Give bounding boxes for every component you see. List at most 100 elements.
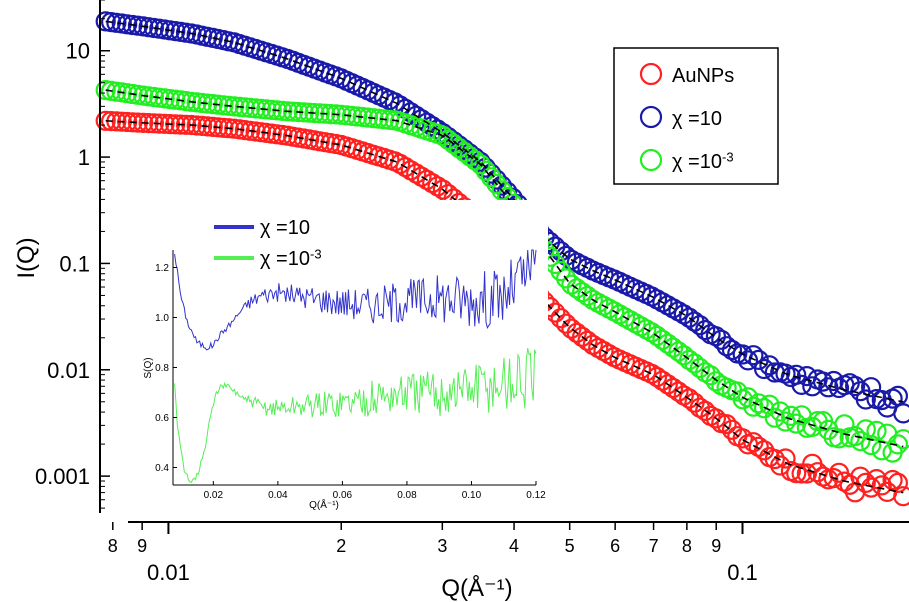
data-point [893,403,909,424]
inset-x-tick-label: 0.12 [526,490,546,501]
data-point [823,370,844,392]
x-minor-tick-label: 8 [108,536,118,556]
inset-y-axis-title: S(Q) [143,357,154,378]
x-axis-title: Q(Å⁻¹) [441,574,512,602]
inset-y-tick-label: 0.8 [155,363,169,374]
x-minor-tick-label: 6 [610,536,620,556]
y-tick-label: 0.001 [35,464,90,489]
data-point [470,154,491,175]
data-point [202,116,223,138]
x-minor-tick-label: 4 [509,536,519,556]
y-tick-label: 0.01 [47,358,90,383]
data-point [748,436,769,457]
data-point [893,486,909,507]
data-point [887,472,909,493]
data-point [652,370,673,391]
inset-axes: 0.4 0.6 0.8 1.0 1.2 0.02 0.04 0.06 0.08 0.10 0.12 S… [143,250,546,511]
data-point [465,150,486,171]
data-point [855,389,876,410]
data-point [641,322,662,343]
data-point [561,274,582,295]
data-point [406,163,427,184]
data-point [689,357,711,379]
main-legend: AuNPs χ =10 χ =10-3 [613,47,779,185]
inset-y-tick-label: 1.0 [155,313,169,324]
data-point [577,285,598,307]
main-series-group [95,11,909,507]
inset-background [128,200,548,520]
data-point [893,429,909,450]
data-point [743,396,764,417]
data-point [850,431,871,452]
series-0 [95,110,909,507]
inset-legend-label: χ =10 [260,217,310,239]
inset-series-0 [174,249,537,351]
data-point [646,366,668,388]
data-point [860,377,882,398]
data-point [395,157,416,178]
data-point [748,393,769,414]
legend-label: AuNPs [672,65,734,87]
data-point [721,339,743,361]
data-point [764,449,785,470]
series-2 [95,79,909,463]
data-point [796,463,818,484]
data-point [764,407,785,428]
inset-legend: χ =10 χ =10-3 [214,217,322,270]
data-point [737,350,759,371]
data-point [866,469,887,490]
data-point [481,167,502,188]
x-minor-tick-label: 5 [565,536,575,556]
data-point [705,371,727,392]
data-point [844,375,866,397]
data-point [775,363,796,384]
data-point [641,363,662,384]
x-minor-tick-label: 2 [336,536,346,556]
data-point [486,173,507,194]
data-point [818,377,839,398]
legend-marker [639,105,663,129]
data-point [802,376,823,397]
x-minor-tick-label: 3 [437,536,447,556]
y-axis-title: I(Q) [13,237,40,278]
data-point [871,475,892,496]
data-point [700,365,721,386]
inset-y-tick-label: 0.4 [155,463,169,474]
x-major-tick-label: 0.1 [727,560,758,585]
data-point [673,304,694,325]
data-point [770,455,791,476]
y-tick-label: 0.1 [59,251,90,276]
y-tick-label: 1 [78,145,90,170]
inset-x-tick-label: 0.10 [462,490,482,501]
data-point [662,377,684,399]
legend-marker [639,62,663,86]
data-point [711,329,732,350]
legend-marker [639,148,663,172]
x-major-tick-label: 0.01 [147,560,190,585]
fit-line [105,20,904,403]
inset-x-tick-label: 0.04 [268,490,288,501]
data-point [866,420,887,441]
data-point [716,414,737,435]
fit-line [105,89,904,448]
data-point [860,435,882,456]
data-point [887,434,909,455]
inset-series-group [174,249,537,484]
data-point [753,358,775,380]
inset-plot: 0.4 0.6 0.8 1.0 1.2 0.02 0.04 0.06 0.08 0.10 0.12 S… [128,200,548,520]
data-point [555,268,577,289]
inset-x-tick-label: 0.02 [204,490,224,501]
data-point [695,320,716,341]
inset-x-tick-label: 0.06 [333,490,353,501]
data-point [416,169,437,190]
inset-x-tick-label: 0.08 [397,490,417,501]
x-minor-tick-label: 9 [711,536,721,556]
data-point [887,385,909,406]
data-point [566,278,587,299]
data-point [657,374,678,395]
data-point [475,160,496,181]
inset-x-axis-title: Q(Å⁻¹) [309,498,339,511]
y-tick-label: 10 [66,39,90,64]
